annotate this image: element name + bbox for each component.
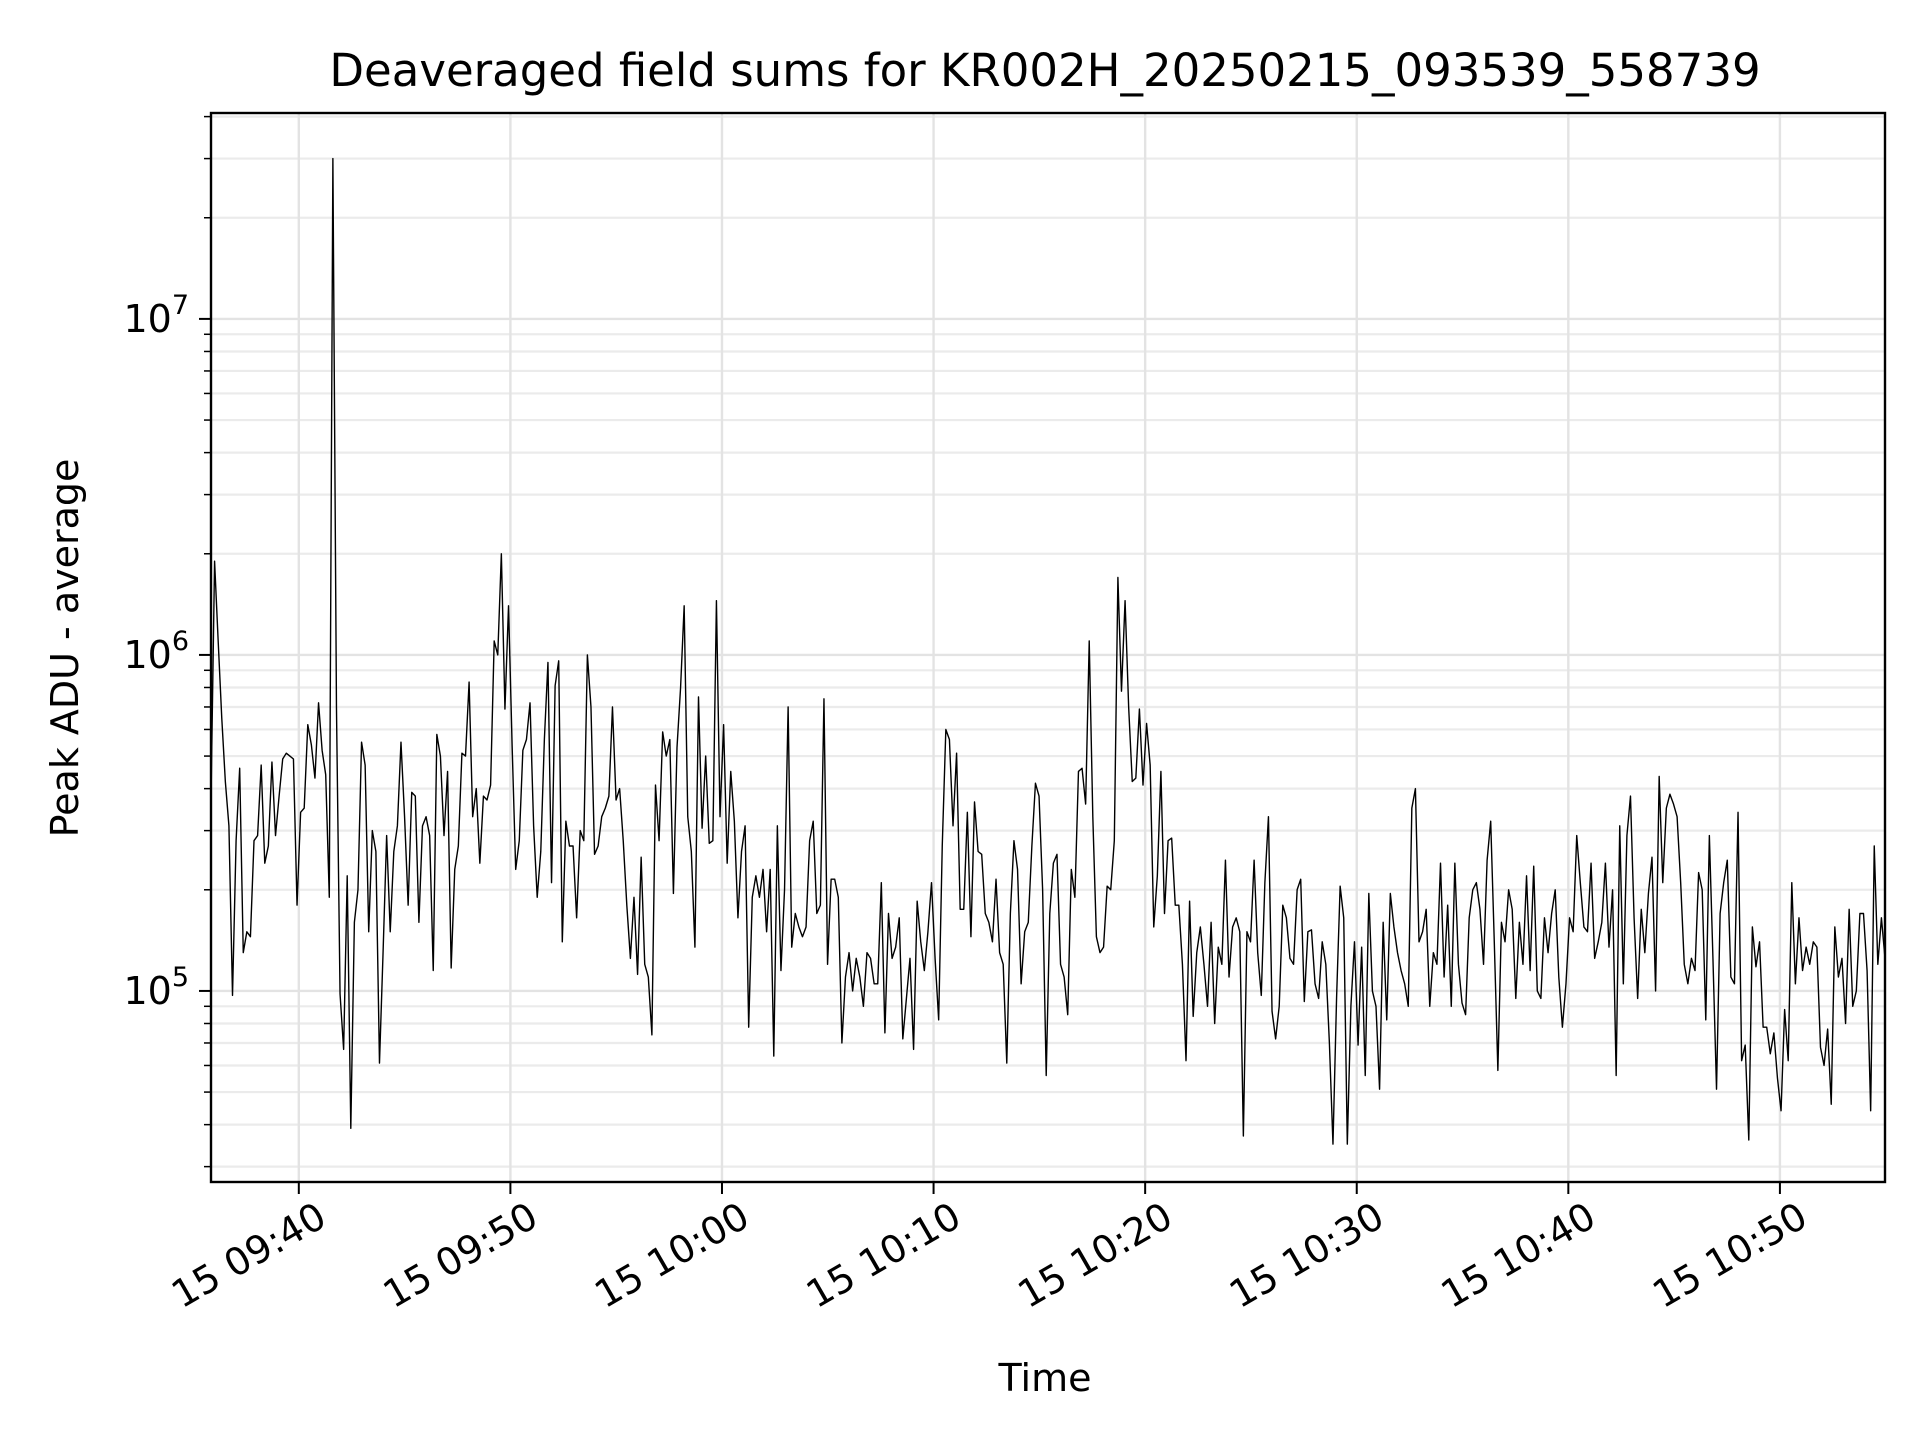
x-tick-label: 15 10:40: [1434, 1194, 1603, 1317]
x-tick-label: 15 09:50: [376, 1194, 545, 1317]
chart-title: Deaveraged field sums for KR002H_2025021…: [329, 44, 1760, 97]
y-tick-label: 106: [123, 626, 189, 677]
x-tick-label: 15 09:40: [164, 1194, 333, 1317]
axis-tick-labels: 105 106 107 15 09:40 15 09:50 15 10:00 15 10:1…: [123, 290, 1814, 1317]
x-tick-label: 15 10:10: [799, 1194, 968, 1317]
plot-frame: [209, 111, 1887, 1184]
x-tick-label: 15 10:30: [1222, 1194, 1391, 1317]
series-line: [210, 157, 1886, 1145]
x-tick-label: 15 10:00: [587, 1194, 756, 1317]
y-tick-label: 105: [123, 962, 189, 1013]
x-tick-label: 15 10:50: [1645, 1194, 1814, 1317]
y-tick-label: 107: [123, 290, 189, 341]
y-axis-label: Peak ADU - average: [43, 459, 87, 838]
x-tick-label: 15 10:20: [1010, 1194, 1179, 1317]
grid: [211, 113, 1885, 1182]
axis-ticks: [199, 115, 1781, 1194]
x-axis-label: Time: [998, 1356, 1092, 1400]
